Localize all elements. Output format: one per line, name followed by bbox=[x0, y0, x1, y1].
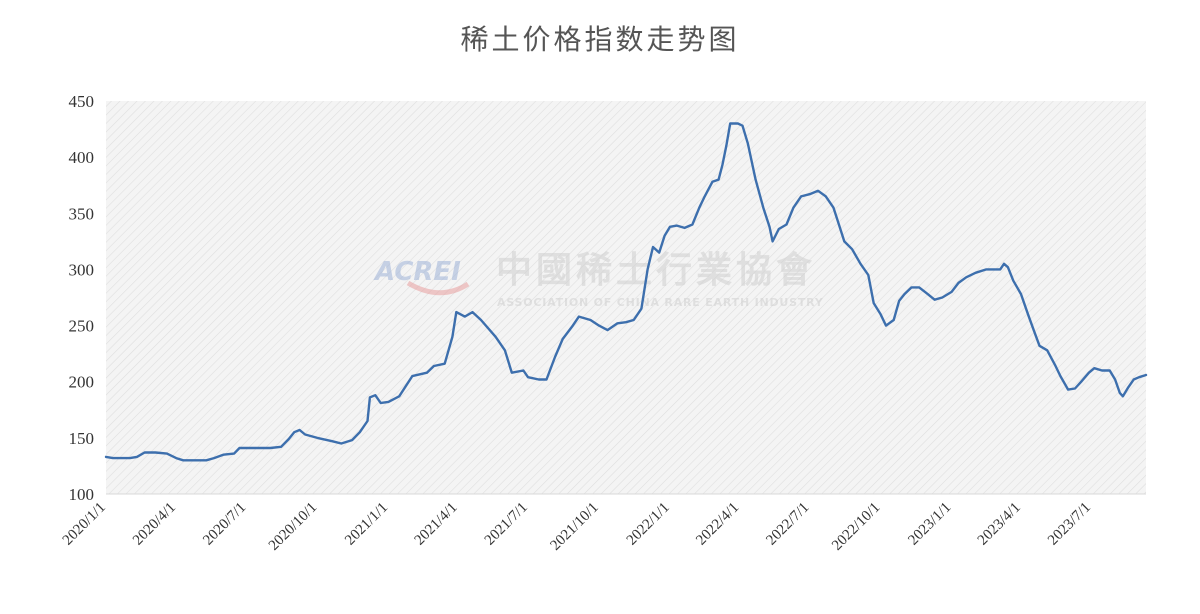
y-tick-label: 250 bbox=[69, 317, 95, 336]
y-tick-label: 300 bbox=[69, 260, 95, 279]
x-tick-label: 2020/10/1 bbox=[266, 500, 320, 554]
x-tick-label: 2021/1/1 bbox=[342, 500, 391, 549]
x-tick-label: 2021/7/1 bbox=[482, 500, 531, 549]
x-tick-label: 2021/10/1 bbox=[547, 500, 601, 554]
x-tick-label: 2023/4/1 bbox=[975, 500, 1024, 549]
x-tick-label: 2023/1/1 bbox=[905, 500, 954, 549]
x-tick-label: 2022/7/1 bbox=[763, 500, 812, 549]
y-tick-label: 450 bbox=[69, 92, 95, 111]
watermark-swoosh bbox=[406, 280, 470, 296]
plot-area bbox=[106, 101, 1146, 495]
watermark-logo: ACREI bbox=[373, 257, 461, 287]
y-tick-label: 100 bbox=[69, 485, 95, 504]
x-tick-label: 2020/1/1 bbox=[60, 500, 109, 549]
x-tick-label: 2020/4/1 bbox=[130, 500, 179, 549]
x-tick-label: 2022/1/1 bbox=[624, 500, 673, 549]
x-tick-label: 2022/10/1 bbox=[829, 500, 883, 554]
y-axis: 100 150 200 250 300 350 400 450 bbox=[69, 92, 95, 504]
x-tick-label: 2023/7/1 bbox=[1045, 500, 1094, 549]
watermark-english: ASSOCIATION OF CHINA RARE EARTH INDUSTRY bbox=[497, 296, 824, 309]
y-tick-label: 150 bbox=[69, 429, 95, 448]
watermark: ACREI 中國稀土行業協會 ASSOCIATION OF CHINA RARE E… bbox=[373, 249, 824, 309]
y-tick-label: 200 bbox=[69, 373, 95, 392]
y-tick-label: 400 bbox=[69, 148, 95, 167]
y-tick-label: 350 bbox=[69, 204, 95, 223]
watermark-content: ACREI 中國稀土行業協會 ASSOCIATION OF CHINA RARE E… bbox=[373, 249, 824, 309]
x-axis: 2020/1/1 2020/4/1 2020/7/1 2020/10/1 2021/1/… bbox=[60, 500, 1094, 554]
x-tick-label: 2020/7/1 bbox=[200, 500, 249, 549]
plot-hatch bbox=[106, 101, 1146, 494]
x-tick-label: 2022/4/1 bbox=[693, 500, 742, 549]
watermark-chinese: 中國稀土行業協會 bbox=[496, 249, 816, 291]
series-group bbox=[104, 122, 1148, 462]
x-tick-label: 2021/4/1 bbox=[412, 500, 461, 549]
series-line bbox=[104, 122, 1148, 462]
chart-title: 稀土价格指数走势图 bbox=[460, 23, 740, 56]
